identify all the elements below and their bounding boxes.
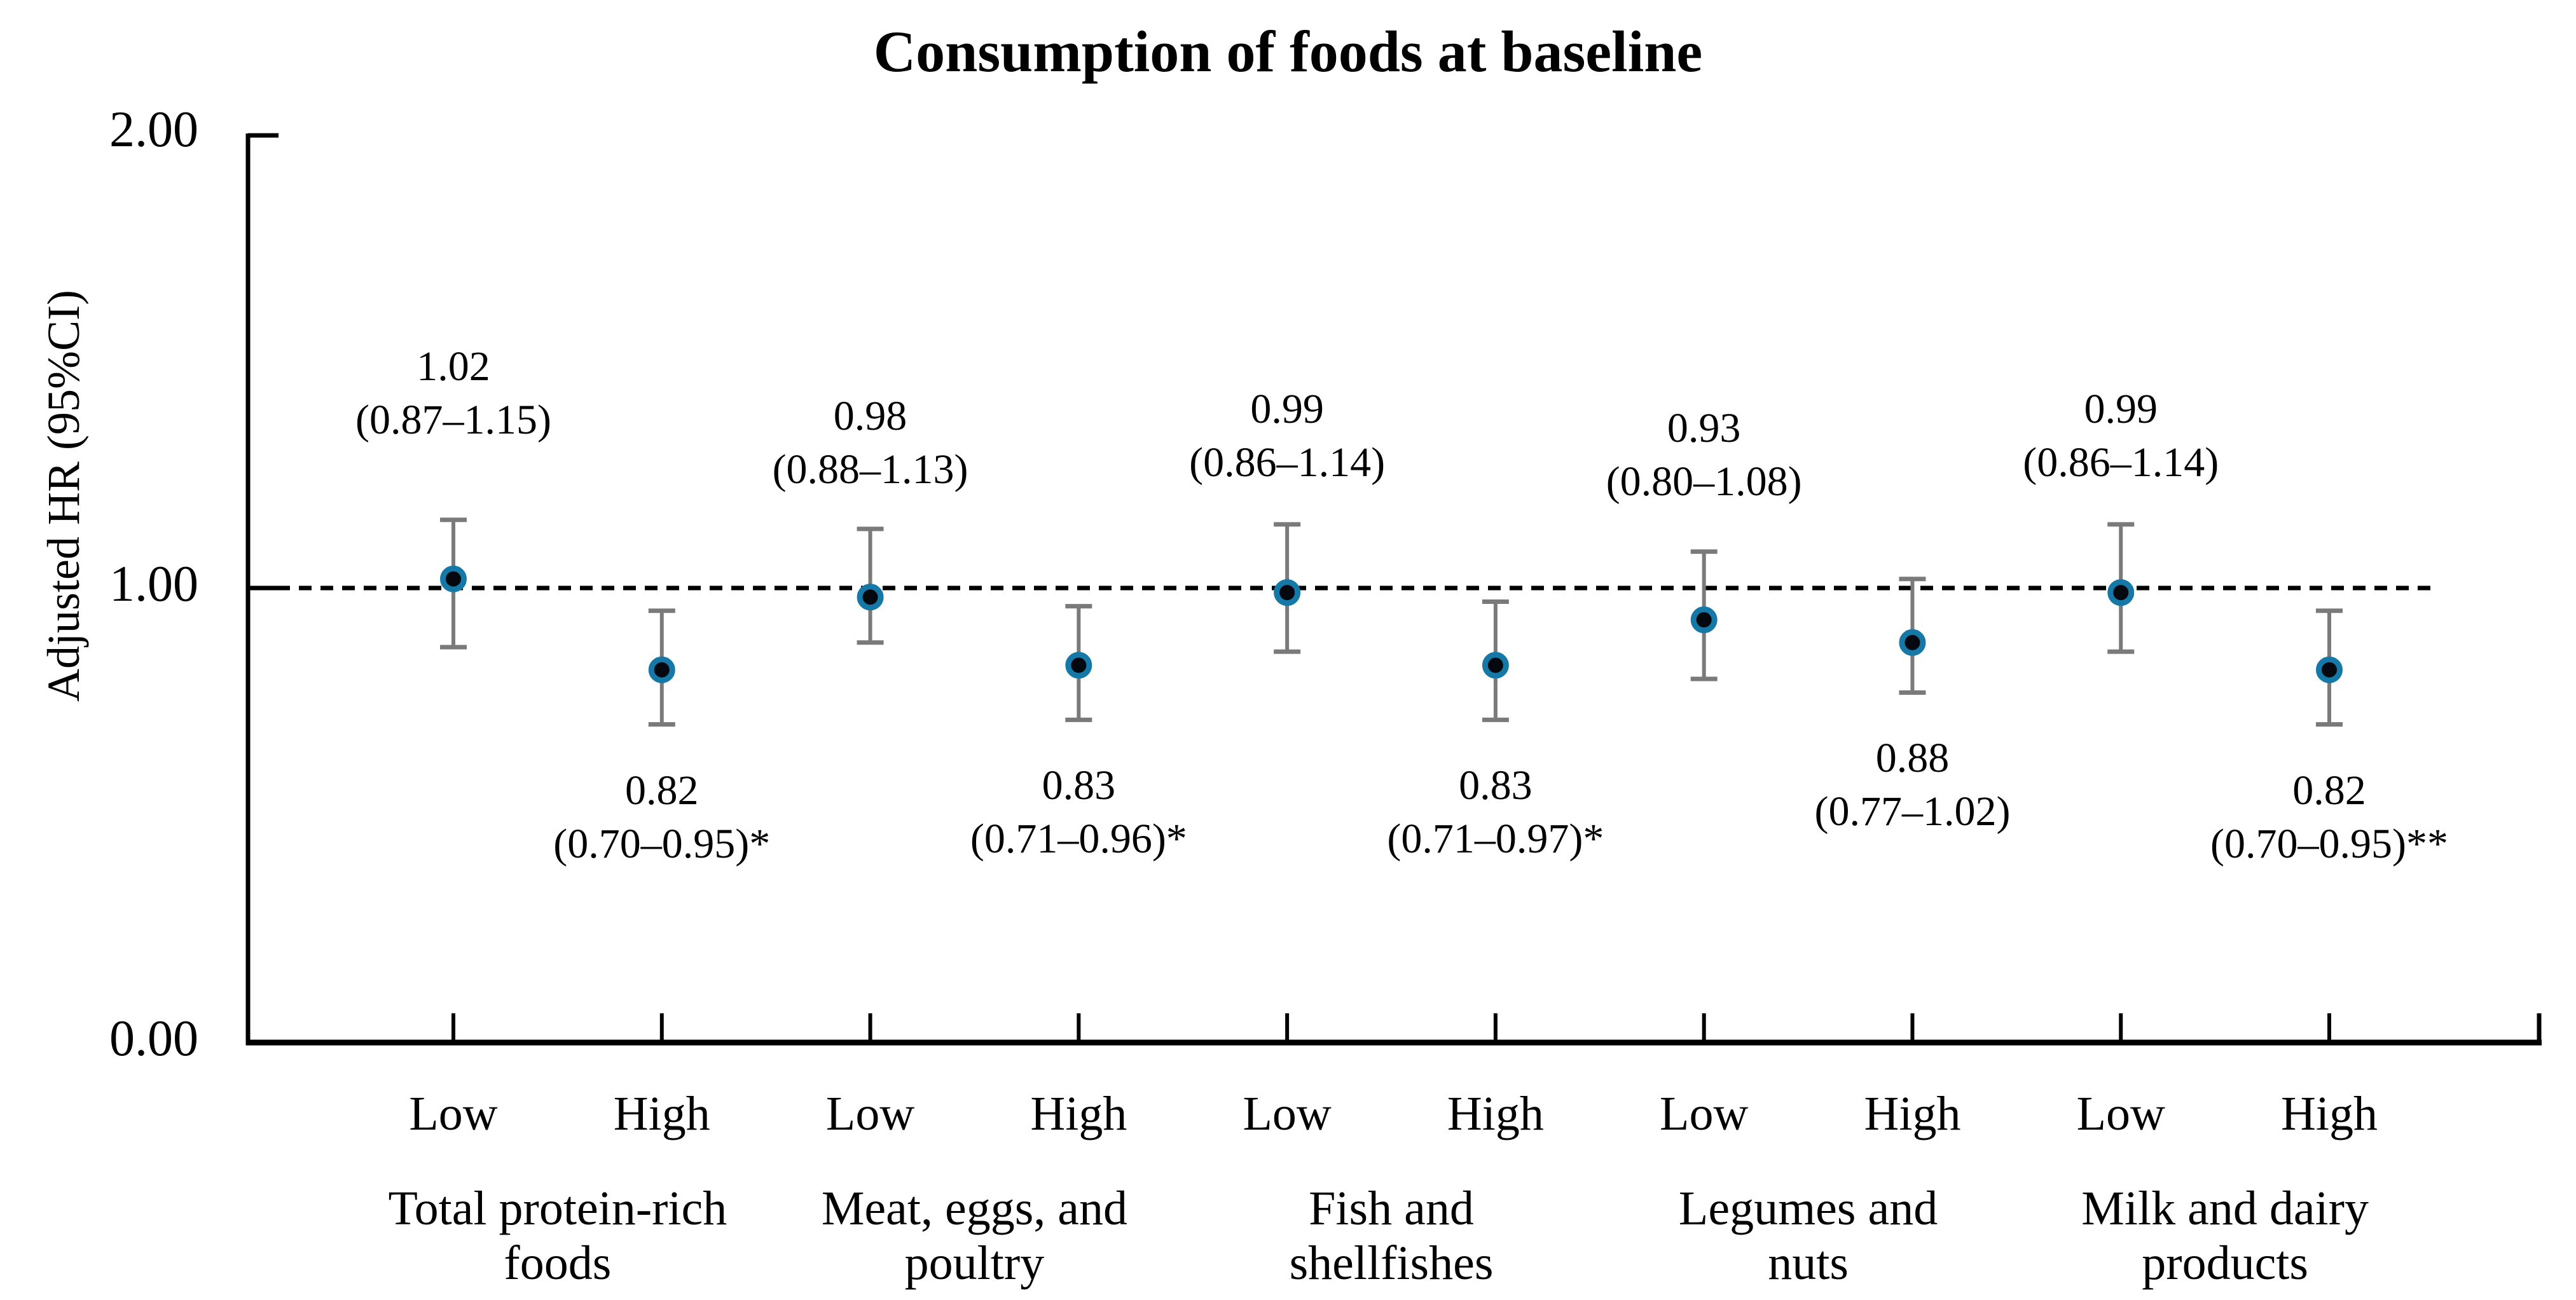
data-point-label-line: 0.98: [833, 393, 907, 440]
data-point-label-line: (0.80–1.08): [1606, 458, 1802, 505]
data-point-marker: [1482, 652, 1509, 679]
group-label-line: nuts: [1768, 1236, 1849, 1290]
x-tick-label: High: [1864, 1088, 1960, 1139]
data-point-label-line: 0.88: [1875, 735, 1950, 782]
data-point-label-line: (0.71–0.97)*: [1387, 816, 1604, 863]
data-point-label: 0.98 (0.88–1.13): [773, 390, 968, 496]
group-label-line: Meat, eggs, and: [821, 1182, 1128, 1235]
data-point-label: 1.02 (0.87–1.15): [355, 340, 551, 447]
data-point-label-line: (0.86–1.14): [1189, 439, 1386, 486]
x-tick-label: High: [2281, 1088, 2378, 1139]
data-point-marker: [1690, 606, 1718, 634]
group-label-line: products: [2142, 1236, 2308, 1290]
x-tick-label: Low: [1660, 1088, 1748, 1139]
x-tick-label: High: [614, 1088, 710, 1139]
x-tick-label-line: High: [1030, 1087, 1127, 1140]
x-tick-label-line: Low: [2076, 1087, 2165, 1140]
data-point-label-line: 0.82: [2292, 767, 2366, 814]
data-point-marker: [1065, 652, 1092, 679]
data-point-label: 0.99 (0.86–1.14): [1189, 383, 1385, 489]
x-tick-label: Low: [2077, 1088, 2165, 1139]
data-point-label-line: 1.02: [417, 343, 490, 390]
data-point-label: 0.93 (0.80–1.08): [1606, 402, 1802, 509]
data-point-marker: [648, 656, 675, 683]
group-label-line: poultry: [904, 1236, 1045, 1290]
group-label: Legumes and nuts: [1679, 1181, 1938, 1290]
x-tick-label: High: [1030, 1088, 1127, 1139]
y-axis-tick-label: 0.00: [109, 1012, 198, 1065]
x-tick-label: Low: [826, 1088, 914, 1139]
x-tick-label: Low: [409, 1088, 497, 1139]
data-point-label-line: (0.86–1.14): [2023, 439, 2219, 486]
x-tick-label-line: Low: [409, 1087, 498, 1140]
y-axis-tick-label: 1.00: [109, 558, 198, 611]
data-point-marker: [440, 565, 467, 592]
group-label: Fish and shellfishes: [1290, 1181, 1494, 1290]
group-label-line: Milk and dairy: [2081, 1182, 2369, 1235]
x-tick-label-line: Low: [1660, 1087, 1749, 1140]
x-tick-label-line: High: [2281, 1087, 2378, 1140]
data-point-marker: [2107, 579, 2135, 606]
group-label-line: Fish and: [1309, 1182, 1474, 1235]
y-axis-tick-label-line: 1.00: [109, 556, 198, 612]
x-tick-label: Low: [1243, 1088, 1331, 1139]
group-label-line: Legumes and: [1678, 1182, 1938, 1235]
y-axis-tick-label-line: 0.00: [109, 1011, 198, 1067]
group-label: Meat, eggs, and poultry: [822, 1181, 1127, 1290]
x-tick-label-line: Low: [1243, 1087, 1332, 1140]
x-tick-label-line: High: [613, 1087, 710, 1140]
data-point-label: 0.83 (0.71–0.97)*: [1387, 759, 1604, 866]
data-point-label: 0.99 (0.86–1.14): [2023, 383, 2219, 489]
group-label-line: Total protein-rich: [388, 1182, 727, 1235]
data-point-label: 0.82 (0.70–0.95)*: [553, 764, 770, 871]
group-label: Total protein-rich foods: [388, 1181, 727, 1290]
data-point-label-line: 0.99: [1250, 385, 1324, 432]
data-point-label-line: 0.83: [1042, 762, 1116, 809]
data-point-label-line: 0.82: [625, 767, 699, 814]
group-label-line: shellfishes: [1289, 1236, 1494, 1290]
data-point-label-line: (0.77–1.02): [1814, 788, 2011, 835]
data-point-label: 0.83 (0.71–0.96)*: [970, 759, 1187, 866]
data-point-label-line: (0.87–1.15): [355, 396, 551, 443]
data-point-label-line: (0.71–0.96)*: [970, 816, 1187, 863]
data-point-label: 0.88 (0.77–1.02): [1814, 732, 2010, 838]
data-point-label-line: (0.70–0.95)*: [553, 820, 771, 867]
data-point-label-line: 0.93: [1667, 404, 1741, 451]
x-tick-label-line: High: [1447, 1087, 1544, 1140]
data-point-marker: [1274, 579, 1301, 606]
group-label-line: foods: [504, 1236, 612, 1290]
x-tick-label: High: [1447, 1088, 1544, 1139]
data-point-label-line: 0.83: [1459, 762, 1533, 809]
data-point-marker: [2316, 656, 2343, 683]
data-point-label-line: 0.99: [2084, 385, 2158, 432]
x-tick-label-line: High: [1864, 1087, 1961, 1140]
chart-title: Consumption of foods at baseline: [873, 19, 1703, 84]
data-point-label: 0.82 (0.70–0.95)**: [2210, 764, 2448, 871]
data-point-marker: [857, 584, 884, 611]
data-point-label-line: (0.88–1.13): [772, 446, 968, 493]
x-tick-label-line: Low: [825, 1087, 915, 1140]
y-axis-tick-label: 2.00: [109, 103, 198, 156]
data-point-label-line: (0.70–0.95)**: [2210, 820, 2448, 867]
data-point-marker: [1899, 629, 1926, 656]
y-axis-tick-label-line: 2.00: [109, 102, 198, 158]
group-label: Milk and dairy products: [2081, 1181, 2369, 1290]
